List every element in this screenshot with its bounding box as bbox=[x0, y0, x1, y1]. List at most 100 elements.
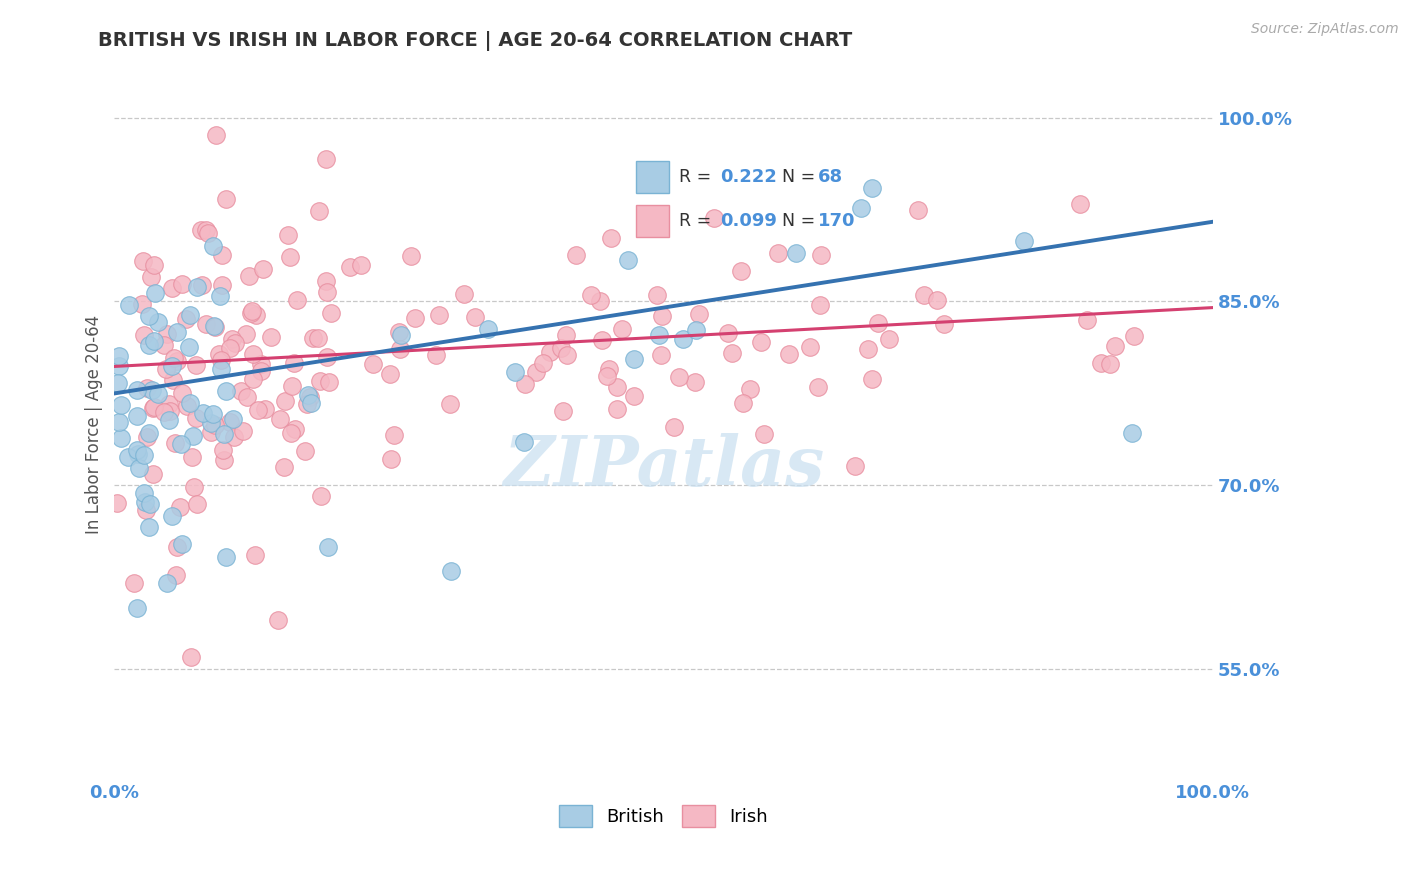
Point bbox=[174, 311, 197, 326]
Point bbox=[389, 342, 412, 356]
Point bbox=[156, 326, 179, 341]
Point bbox=[211, 277, 233, 292]
Point bbox=[143, 286, 166, 301]
Point bbox=[380, 451, 402, 466]
Point bbox=[1104, 339, 1126, 353]
Point bbox=[1121, 426, 1143, 441]
Point bbox=[927, 293, 949, 308]
Point bbox=[195, 223, 218, 237]
Point bbox=[662, 420, 685, 434]
Point bbox=[184, 358, 207, 372]
Point bbox=[238, 269, 260, 284]
Point bbox=[703, 211, 725, 225]
Point bbox=[731, 395, 754, 409]
Point bbox=[623, 389, 645, 403]
Point bbox=[1012, 234, 1035, 248]
Point bbox=[143, 258, 166, 272]
Point bbox=[169, 500, 191, 514]
Point bbox=[132, 448, 155, 462]
Point bbox=[195, 318, 218, 332]
Point bbox=[132, 486, 155, 500]
Point bbox=[127, 447, 149, 461]
Point bbox=[215, 549, 238, 564]
Point bbox=[166, 354, 188, 368]
Point bbox=[1099, 357, 1122, 371]
Point bbox=[163, 351, 186, 365]
Point bbox=[453, 287, 475, 301]
Point bbox=[740, 382, 762, 396]
Point bbox=[138, 338, 160, 352]
Point bbox=[606, 379, 628, 393]
Point bbox=[212, 453, 235, 467]
Point bbox=[204, 320, 226, 334]
Point bbox=[232, 424, 254, 438]
Point bbox=[176, 399, 198, 413]
Point bbox=[224, 430, 246, 444]
Point bbox=[688, 307, 710, 321]
Point bbox=[214, 384, 236, 398]
Point bbox=[202, 318, 225, 333]
Point bbox=[297, 388, 319, 402]
Point bbox=[108, 349, 131, 363]
Point bbox=[250, 357, 273, 371]
Point bbox=[623, 352, 645, 367]
Point bbox=[211, 248, 233, 262]
Point bbox=[361, 357, 384, 371]
Point bbox=[138, 310, 160, 324]
Point bbox=[298, 390, 321, 404]
Point bbox=[591, 333, 613, 347]
Text: BRITISH VS IRISH IN LABOR FORCE | AGE 20-64 CORRELATION CHART: BRITISH VS IRISH IN LABOR FORCE | AGE 20… bbox=[98, 31, 852, 51]
Point bbox=[246, 402, 269, 417]
Text: 0.099: 0.099 bbox=[720, 211, 778, 230]
Point bbox=[135, 382, 157, 396]
Text: Source: ZipAtlas.com: Source: ZipAtlas.com bbox=[1251, 22, 1399, 37]
Point bbox=[1076, 313, 1098, 327]
Point bbox=[142, 401, 165, 415]
Point bbox=[219, 416, 242, 430]
Point bbox=[301, 331, 323, 345]
Point bbox=[553, 404, 575, 418]
Point bbox=[278, 250, 301, 264]
Point bbox=[170, 537, 193, 551]
Point bbox=[315, 274, 337, 288]
Point bbox=[307, 331, 329, 345]
Point bbox=[515, 376, 537, 391]
Point bbox=[183, 480, 205, 494]
Point bbox=[160, 281, 183, 295]
Point bbox=[243, 548, 266, 562]
Point bbox=[717, 326, 740, 341]
Point bbox=[157, 413, 180, 427]
Point bbox=[245, 309, 267, 323]
Point bbox=[224, 336, 246, 351]
Point bbox=[648, 328, 671, 343]
Point bbox=[294, 443, 316, 458]
Point bbox=[513, 435, 536, 450]
Point bbox=[136, 430, 159, 444]
Point bbox=[308, 204, 330, 219]
Point bbox=[538, 345, 561, 359]
Point bbox=[281, 379, 304, 393]
Point bbox=[170, 437, 193, 451]
Point bbox=[165, 568, 187, 582]
Point bbox=[283, 356, 305, 370]
Point bbox=[274, 393, 297, 408]
Point bbox=[221, 332, 243, 346]
Point bbox=[844, 459, 866, 474]
Point bbox=[856, 343, 879, 357]
Point bbox=[350, 258, 373, 272]
Point bbox=[672, 332, 695, 346]
Point bbox=[316, 540, 339, 554]
Point bbox=[184, 410, 207, 425]
Point bbox=[193, 406, 215, 420]
Point bbox=[399, 249, 422, 263]
Point bbox=[148, 315, 170, 329]
Point bbox=[138, 426, 160, 441]
Point bbox=[212, 443, 235, 458]
Point bbox=[152, 337, 174, 351]
Point bbox=[309, 374, 332, 388]
Point bbox=[240, 305, 263, 319]
Point bbox=[231, 384, 253, 398]
Point bbox=[645, 288, 668, 302]
Point bbox=[108, 415, 131, 429]
Point bbox=[186, 280, 208, 294]
